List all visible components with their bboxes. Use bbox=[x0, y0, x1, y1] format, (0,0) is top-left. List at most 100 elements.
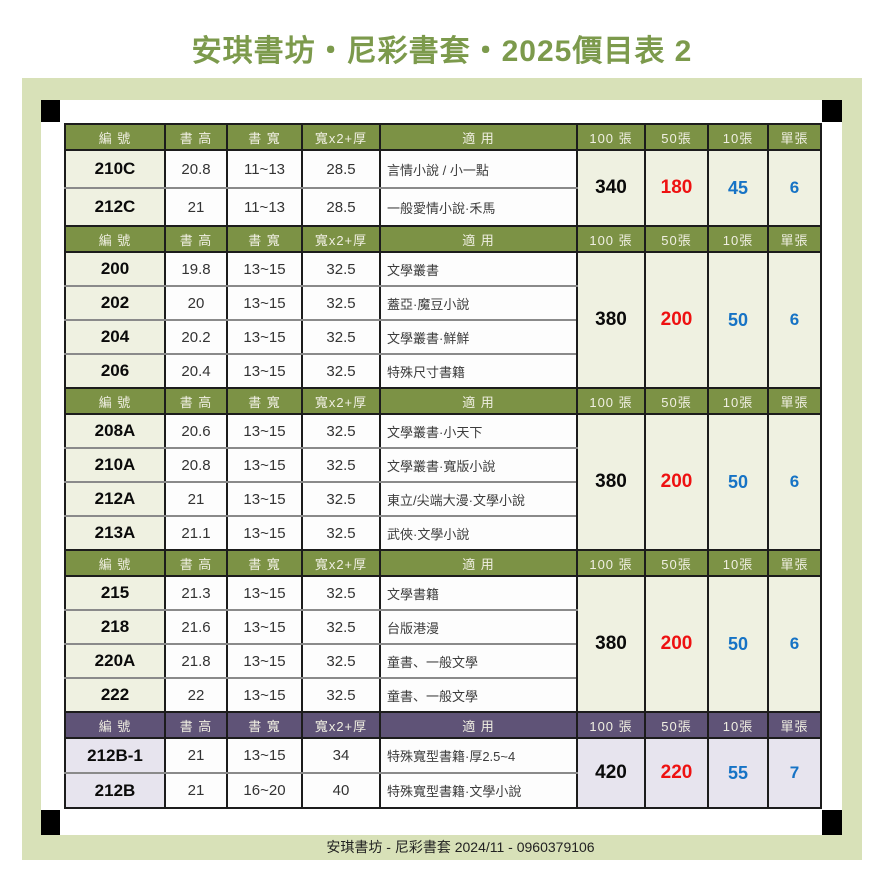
column-header: 編 號 bbox=[64, 387, 166, 415]
cell-usage: 武俠·文學小說 bbox=[379, 515, 578, 551]
cell-width2-thickness: 32.5 bbox=[301, 413, 381, 449]
cell-price-100: 380 bbox=[576, 413, 646, 551]
cell-width2-thickness: 32.5 bbox=[301, 575, 381, 611]
cell-width2-thickness: 32.5 bbox=[301, 353, 381, 389]
cell-book-width: 13~15 bbox=[226, 677, 303, 713]
cell-usage: 特殊寬型書籍·文學小說 bbox=[379, 772, 578, 809]
column-header: 單張 bbox=[767, 711, 822, 739]
cell-usage: 特殊尺寸書籍 bbox=[379, 353, 578, 389]
cell-width2-thickness: 32.5 bbox=[301, 319, 381, 355]
cell-book-width: 11~13 bbox=[226, 149, 303, 189]
cell-width2-thickness: 32.5 bbox=[301, 447, 381, 483]
column-header: 適 用 bbox=[379, 123, 578, 151]
cell-width2-thickness: 32.5 bbox=[301, 609, 381, 645]
column-header: 書 高 bbox=[164, 123, 228, 151]
table-row: 206 20.4 13~15 32.5 特殊尺寸書籍 bbox=[64, 353, 821, 389]
table-row: 212B 21 16~20 40 特殊寬型書籍·文學小說 bbox=[64, 772, 821, 809]
cell-book-width: 13~15 bbox=[226, 481, 303, 517]
column-header: 10張 bbox=[707, 123, 769, 151]
table-row: 210C 20.8 11~13 28.5 言情小說 / 小一點 340 180 45 6 bbox=[64, 149, 822, 227]
cell-book-height: 20.8 bbox=[164, 149, 228, 189]
cell-book-height: 20.4 bbox=[164, 353, 228, 389]
price-table: 編 號書 高書 寬寬x2+厚適 用 100 張 50張 10張 單張 210C 20.8 11… bbox=[64, 123, 822, 809]
column-header: 書 高 bbox=[164, 225, 228, 253]
cell-price-100: 380 bbox=[576, 575, 646, 713]
cell-book-width: 13~15 bbox=[226, 319, 303, 355]
column-header: 書 寬 bbox=[226, 711, 303, 739]
cell-book-width: 16~20 bbox=[226, 772, 303, 809]
section-header-row: 編 號書 高書 寬寬x2+厚適 用 100 張 50張 10張 單張 bbox=[64, 549, 822, 577]
cell-price-100: 340 bbox=[576, 149, 646, 227]
column-header: 適 用 bbox=[379, 225, 578, 253]
cell-price-50: 180 bbox=[644, 149, 709, 227]
cell-usage: 東立/尖端大漫·文學小說 bbox=[379, 481, 578, 517]
column-header: 寬x2+厚 bbox=[301, 123, 381, 151]
corner-mark-bottom-right bbox=[822, 810, 842, 835]
cell-book-width: 13~15 bbox=[226, 413, 303, 449]
cell-code: 202 bbox=[64, 285, 166, 321]
cell-width2-thickness: 32.5 bbox=[301, 251, 381, 287]
cell-width2-thickness: 32.5 bbox=[301, 481, 381, 517]
column-header: 適 用 bbox=[379, 711, 578, 739]
column-header: 50張 bbox=[644, 123, 709, 151]
table-row: 220A 21.8 13~15 32.5 童書、一般文學 bbox=[64, 643, 821, 679]
cell-price-10: 55 bbox=[707, 737, 769, 809]
cell-code: 210A bbox=[64, 447, 166, 483]
cell-code: 212C bbox=[64, 187, 166, 227]
cell-price-10: 50 bbox=[707, 575, 769, 713]
cell-usage: 文學叢書·寬版小說 bbox=[379, 447, 578, 483]
column-header: 編 號 bbox=[64, 711, 166, 739]
cell-book-width: 13~15 bbox=[226, 609, 303, 645]
column-header: 編 號 bbox=[64, 225, 166, 253]
column-header: 單張 bbox=[767, 387, 822, 415]
cell-book-height: 21 bbox=[164, 737, 228, 774]
cell-code: 213A bbox=[64, 515, 166, 551]
cell-code: 210C bbox=[64, 149, 166, 189]
cell-price-single: 7 bbox=[767, 737, 822, 809]
cell-book-height: 19.8 bbox=[164, 251, 228, 287]
column-header: 書 高 bbox=[164, 711, 228, 739]
column-header: 10張 bbox=[707, 549, 769, 577]
corner-mark-bottom-left bbox=[41, 810, 60, 835]
page-title: 安琪書坊・尼彩書套・2025價目表 2 bbox=[191, 35, 693, 68]
cell-book-height: 20 bbox=[164, 285, 228, 321]
section-header-row: 編 號書 高書 寬寬x2+厚適 用 100 張 50張 10張 單張 bbox=[64, 225, 822, 253]
cell-code: 218 bbox=[64, 609, 166, 645]
column-header: 50張 bbox=[644, 225, 709, 253]
cell-code: 222 bbox=[64, 677, 166, 713]
cell-book-width: 13~15 bbox=[226, 643, 303, 679]
cell-price-single: 6 bbox=[767, 251, 822, 389]
price-table-container: 編 號書 高書 寬寬x2+厚適 用 100 張 50張 10張 單張 210C 20.8 11… bbox=[64, 123, 822, 809]
cell-price-100: 380 bbox=[576, 251, 646, 389]
cell-usage: 文學叢書·小天下 bbox=[379, 413, 578, 449]
column-header: 50張 bbox=[644, 387, 709, 415]
cell-width2-thickness: 28.5 bbox=[301, 149, 381, 189]
cell-width2-thickness: 34 bbox=[301, 737, 381, 774]
cell-book-height: 21 bbox=[164, 187, 228, 227]
table-row: 202 20 13~15 32.5 蓋亞·魔豆小說 bbox=[64, 285, 821, 321]
cell-price-50: 200 bbox=[644, 575, 709, 713]
cell-width2-thickness: 32.5 bbox=[301, 515, 381, 551]
column-header: 書 寬 bbox=[226, 225, 303, 253]
corner-mark-top-right bbox=[822, 100, 842, 122]
section-header-row: 編 號書 高書 寬寬x2+厚適 用 100 張 50張 10張 單張 bbox=[64, 123, 822, 151]
table-row: 218 21.6 13~15 32.5 台版港漫 bbox=[64, 609, 821, 645]
column-header: 書 寬 bbox=[226, 387, 303, 415]
table-row: 210A 20.8 13~15 32.5 文學叢書·寬版小說 bbox=[64, 447, 821, 483]
column-header: 100 張 bbox=[576, 123, 646, 151]
column-header: 寬x2+厚 bbox=[301, 711, 381, 739]
cell-usage: 童書、一般文學 bbox=[379, 677, 578, 713]
cell-book-height: 21.1 bbox=[164, 515, 228, 551]
cell-book-width: 13~15 bbox=[226, 251, 303, 287]
cell-code: 208A bbox=[64, 413, 166, 449]
table-row: 215 21.3 13~15 32.5 文學書籍 380 200 50 6 bbox=[64, 575, 822, 713]
cell-book-height: 20.8 bbox=[164, 447, 228, 483]
cell-code: 212A bbox=[64, 481, 166, 517]
column-header: 單張 bbox=[767, 549, 822, 577]
table-row: 222 22 13~15 32.5 童書、一般文學 bbox=[64, 677, 821, 713]
column-header: 寬x2+厚 bbox=[301, 225, 381, 253]
cell-usage: 言情小說 / 小一點 bbox=[379, 149, 578, 189]
column-header: 100 張 bbox=[576, 711, 646, 739]
cell-usage: 蓋亞·魔豆小說 bbox=[379, 285, 578, 321]
cell-price-50: 200 bbox=[644, 251, 709, 389]
